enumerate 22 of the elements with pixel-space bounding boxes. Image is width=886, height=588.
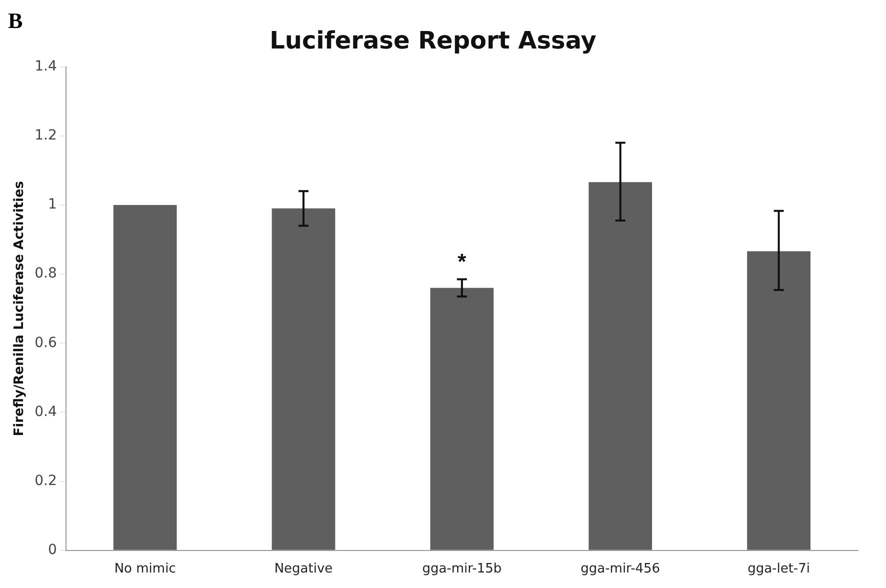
y-tick-label: 1.4 <box>34 58 57 74</box>
y-tick-label: 0.2 <box>34 472 57 489</box>
bar <box>113 204 177 550</box>
x-tick-label: Negative <box>274 562 333 577</box>
y-tick-label: 0 <box>48 542 57 558</box>
y-tick-label: 0.6 <box>34 334 57 351</box>
y-tick-label: 0.8 <box>34 266 57 282</box>
bar <box>747 251 810 550</box>
x-tick-label: No mimic <box>114 562 176 577</box>
y-tick-label: 1.2 <box>34 128 57 144</box>
x-tick-label: gga-let-7i <box>748 562 810 577</box>
data-label: * <box>458 249 467 274</box>
bar <box>430 288 494 550</box>
bar <box>272 208 336 550</box>
y-tick-label: 1 <box>48 196 57 213</box>
y-tick-label: 0.4 <box>34 404 57 420</box>
x-tick-label: gga-mir-15b <box>422 562 502 577</box>
x-tick-label: gga-mir-456 <box>580 562 660 577</box>
bar <box>588 182 652 550</box>
chart-title: Luciferase Report Assay <box>270 26 597 55</box>
y-axis-title: Firefly/Renilla Luciferase Activities <box>12 180 28 436</box>
text: B <box>8 8 23 34</box>
